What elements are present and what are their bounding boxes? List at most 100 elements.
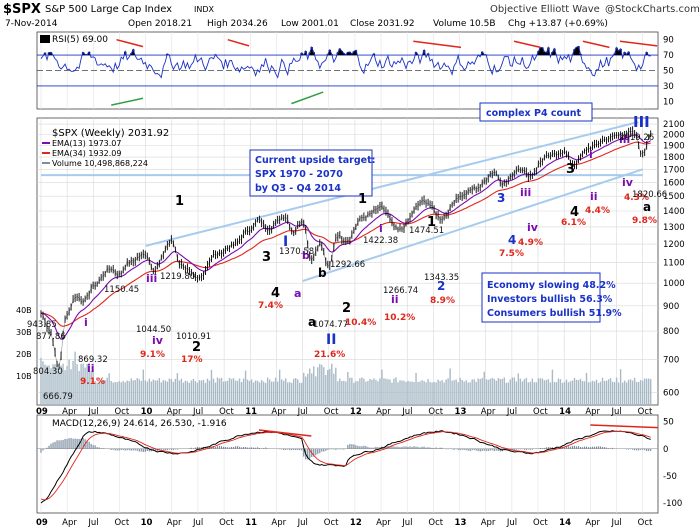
x-tick-label-bottom: Apr bbox=[376, 518, 391, 528]
volume-bar bbox=[260, 380, 263, 405]
volume-bar bbox=[144, 380, 146, 405]
volume-bar bbox=[381, 369, 383, 405]
volume-bar bbox=[367, 381, 369, 405]
sentiment-line-2: Investors bullish 56.3% bbox=[487, 294, 613, 305]
x-tick-label-bottom: Jul bbox=[611, 518, 622, 528]
price-value-label: 1474.51 bbox=[409, 226, 444, 236]
macd-label: MACD(12,26,9) 24.614, 26.530, -1.916 bbox=[52, 419, 227, 429]
volume-bar bbox=[222, 381, 225, 405]
rsi-tick-label: 70 bbox=[663, 51, 674, 61]
volume-bar bbox=[46, 365, 48, 405]
rsi-divergence-line bbox=[111, 97, 144, 106]
macd-divergence-line bbox=[258, 429, 312, 437]
x-tick-label-bottom: Oct bbox=[533, 518, 548, 528]
wave-label: iii bbox=[520, 186, 531, 199]
volume-bar bbox=[383, 378, 385, 405]
volume-bar bbox=[567, 382, 570, 405]
x-tick-label: 10 bbox=[141, 407, 153, 417]
x-tick-label-bottom: 11 bbox=[245, 518, 257, 528]
volume-bar bbox=[645, 378, 648, 405]
volume-bar bbox=[465, 380, 467, 405]
header-open: Open 2018.21 bbox=[128, 19, 192, 29]
volume-bar bbox=[158, 378, 161, 405]
wave-label: b bbox=[318, 266, 327, 280]
volume-bar bbox=[214, 382, 217, 405]
volume-bar bbox=[353, 382, 355, 405]
percent-label: 4.9% bbox=[518, 238, 543, 248]
volume-bar bbox=[621, 382, 624, 405]
price-value-label: 1343.35 bbox=[424, 273, 459, 283]
wave-label: 4 bbox=[271, 286, 280, 301]
volume-bar bbox=[585, 373, 588, 405]
volume-bar bbox=[150, 381, 153, 405]
volume-bar bbox=[425, 382, 427, 405]
price-value-label: 1219.80 bbox=[160, 272, 195, 282]
x-tick-label: 13 bbox=[455, 407, 467, 417]
volume-bar bbox=[543, 380, 546, 405]
volume-bar bbox=[297, 379, 299, 405]
volume-bar bbox=[547, 379, 550, 405]
volume-bar bbox=[601, 377, 604, 405]
volume-bar bbox=[186, 381, 189, 405]
volume-bar bbox=[509, 379, 511, 405]
header-name: S&P 500 Large Cap Index bbox=[45, 4, 172, 15]
volume-bar bbox=[170, 379, 173, 405]
volume-bar bbox=[581, 380, 584, 405]
wave-label: 3 bbox=[262, 250, 271, 265]
price-value-label: 1074.77 bbox=[313, 320, 348, 330]
volume-bar bbox=[521, 381, 524, 405]
volume-bar bbox=[455, 379, 457, 405]
price-value-label: 1370.58 bbox=[279, 247, 314, 257]
channel-line bbox=[302, 168, 643, 282]
price-tick-label: 1800 bbox=[663, 153, 685, 163]
volume-bar bbox=[505, 382, 507, 405]
volume-bar bbox=[130, 378, 132, 405]
volume-bar bbox=[48, 365, 50, 405]
x-tick-label: 14 bbox=[559, 407, 571, 417]
x-tick-label: Apr bbox=[481, 407, 496, 417]
volume-bar bbox=[311, 373, 313, 405]
volume-bar bbox=[515, 381, 518, 405]
volume-bar bbox=[369, 379, 371, 405]
volume-tick-label: 10B bbox=[16, 372, 32, 381]
volume-bar bbox=[270, 381, 273, 405]
wave-label: a bbox=[643, 200, 651, 214]
price-tick-label: 1900 bbox=[663, 141, 685, 151]
volume-bar bbox=[224, 381, 227, 405]
volume-bar bbox=[88, 362, 90, 405]
volume-bar bbox=[110, 380, 112, 405]
volume-bar bbox=[611, 381, 614, 405]
percent-label: 9.8% bbox=[632, 216, 657, 226]
volume-bar bbox=[487, 379, 489, 405]
volume-bar bbox=[597, 382, 600, 405]
x-tick-label-bottom: Jul bbox=[87, 518, 98, 528]
volume-bar bbox=[541, 378, 544, 405]
volume-tick-label: 40B bbox=[16, 306, 32, 315]
percent-label: 10.2% bbox=[384, 313, 415, 323]
volume-bar bbox=[268, 379, 271, 405]
volume-bar bbox=[371, 379, 373, 405]
volume-bar bbox=[409, 381, 411, 405]
volume-bar bbox=[192, 378, 195, 405]
wave-label: 2 bbox=[437, 279, 445, 293]
volume-bar bbox=[377, 381, 379, 405]
volume-bar bbox=[589, 381, 592, 405]
volume-bar bbox=[537, 378, 540, 405]
x-tick-label: Jul bbox=[192, 407, 203, 417]
price-value-label: 1422.38 bbox=[363, 236, 398, 246]
volume-bar bbox=[178, 380, 181, 405]
percent-label: 7.4% bbox=[258, 301, 283, 311]
x-tick-label: Oct bbox=[533, 407, 548, 417]
volume-bar bbox=[549, 382, 552, 405]
volume-bar bbox=[411, 381, 413, 405]
volume-bar bbox=[355, 381, 357, 405]
x-tick-label: Apr bbox=[585, 407, 600, 417]
rsi-divergence-line bbox=[291, 91, 324, 105]
percent-label: 6.1% bbox=[561, 218, 586, 228]
volume-bar bbox=[489, 378, 491, 405]
price-tick-label: 600 bbox=[663, 389, 679, 399]
x-tick-label-bottom: Jul bbox=[506, 518, 517, 528]
volume-bar bbox=[401, 380, 403, 405]
